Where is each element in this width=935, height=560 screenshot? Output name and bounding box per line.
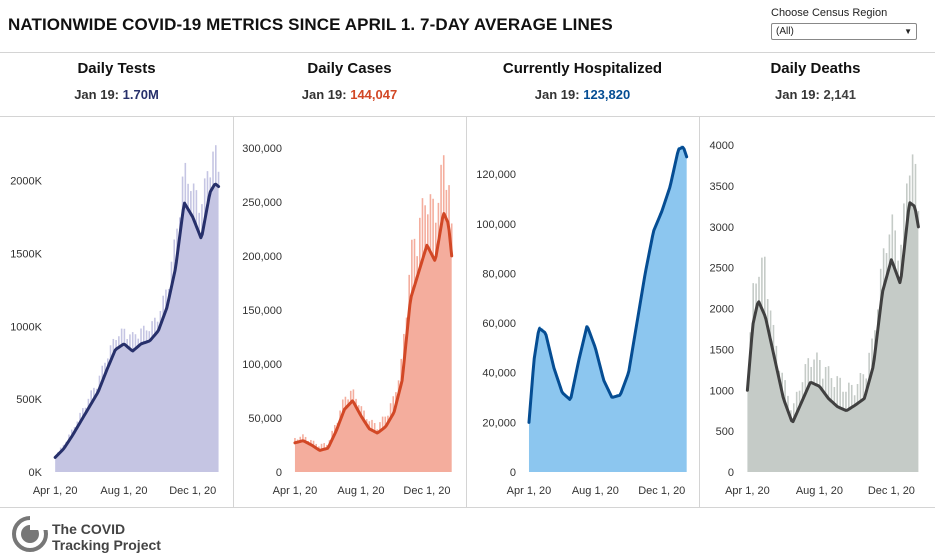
y-tick-label: 100,000 [476, 219, 516, 231]
y-tick-label: 1500 [710, 344, 734, 356]
y-tick-label: 0 [276, 467, 282, 479]
metric-title: Daily Deaths [770, 60, 861, 77]
y-tick-label: 100,000 [242, 359, 282, 371]
x-tick-label: Apr 1, 20 [33, 485, 78, 497]
y-tick-label: 80,000 [482, 268, 516, 280]
divider [0, 52, 935, 53]
y-tick-label: 3000 [710, 222, 734, 234]
panel-header-cases: Daily Cases Jan 19: 144,047 [233, 58, 466, 102]
region-filter-label: Choose Census Region [771, 7, 888, 19]
y-tick-label: 0K [29, 467, 43, 479]
latest-value: 144,047 [350, 87, 398, 102]
latest-value: 123,820 [583, 87, 631, 102]
x-tick-label: Dec 1, 20 [868, 485, 915, 497]
y-tick-label: 20,000 [482, 417, 516, 429]
brand-line-1: The COVID [52, 521, 126, 537]
metric-title: Currently Hospitalized [502, 60, 663, 77]
x-tick-label: Aug 1, 20 [100, 485, 147, 497]
latest-date: Jan 19: [74, 87, 120, 102]
x-tick-label: Apr 1, 20 [507, 485, 552, 497]
panel-header-tests: Daily Tests Jan 19: 1.70M [0, 58, 233, 102]
x-tick-label: Aug 1, 20 [337, 485, 384, 497]
divider [0, 507, 935, 508]
panel-header-hospitalized: Currently Hospitalized Jan 19: 123,820 [466, 58, 699, 102]
y-tick-label: 1000 [710, 385, 734, 397]
x-tick-label: Dec 1, 20 [403, 485, 450, 497]
metric-title: Daily Tests [77, 60, 156, 77]
seven-day-average-line [293, 212, 454, 452]
daily-bars-area [747, 202, 919, 472]
x-tick-label: Dec 1, 20 [169, 485, 216, 497]
chevron-down-icon: ▼ [904, 27, 912, 36]
latest-date: Jan 19: [301, 87, 347, 102]
page-title: NATIONWIDE COVID-19 METRICS SINCE APRIL … [8, 15, 613, 34]
y-tick-label: 2000K [10, 176, 42, 188]
x-tick-label: Dec 1, 20 [638, 485, 685, 497]
x-tick-label: Apr 1, 20 [725, 485, 770, 497]
latest-reading: Jan 19: 1.70M [0, 87, 233, 102]
y-tick-label: 50,000 [248, 413, 282, 425]
y-tick-label: 0 [510, 467, 516, 479]
daily-tests-chart: 0K 500K 1000K 1500K 2000K Apr 1, 20 Aug 1, 20 D… [10, 145, 221, 497]
y-tick-label: 200,000 [242, 251, 282, 263]
seven-day-average-line [745, 201, 920, 424]
seven-day-average-line [53, 182, 221, 459]
latest-reading: Jan 19: 2,141 [699, 87, 932, 102]
seven-day-average-line [527, 145, 689, 424]
latest-reading: Jan 19: 144,047 [233, 87, 466, 102]
divider [699, 117, 700, 507]
latest-value: 2,141 [823, 87, 856, 102]
y-tick-label: 2000 [710, 304, 734, 316]
y-tick-label: 1500K [10, 249, 42, 261]
region-selected-value: (All) [776, 26, 794, 37]
y-tick-label: 0 [728, 467, 734, 479]
daily-bars-area [528, 147, 687, 473]
y-tick-label: 150,000 [242, 305, 282, 317]
daily-deaths-chart: 0 500 1000 1500 2000 2500 3000 3500 4000 Apr 1, 2… [710, 140, 920, 497]
latest-date: Jan 19: [775, 87, 820, 102]
y-tick-label: 250,000 [242, 197, 282, 209]
daily-cases-chart: 0 50,000 100,000 150,000 200,000 250,000 300,0… [242, 143, 454, 497]
y-tick-label: 500K [16, 394, 42, 406]
daily-bars-area [55, 184, 219, 472]
latest-date: Jan 19: [534, 87, 580, 102]
latest-reading: Jan 19: 123,820 [466, 87, 699, 102]
divider [466, 117, 467, 507]
y-tick-label: 500 [716, 426, 734, 438]
hospitalized-chart: 0 20,000 40,000 60,000 80,000 100,000 120,000 A… [476, 145, 689, 497]
y-tick-label: 60,000 [482, 318, 516, 330]
x-tick-label: Aug 1, 20 [572, 485, 619, 497]
daily-bars-area [294, 213, 452, 473]
x-tick-label: Aug 1, 20 [796, 485, 843, 497]
y-tick-label: 4000 [710, 140, 734, 152]
y-tick-label: 3500 [710, 181, 734, 193]
region-select[interactable]: (All) ▼ [771, 23, 917, 40]
x-tick-label: Apr 1, 20 [273, 485, 318, 497]
panel-header-deaths: Daily Deaths Jan 19: 2,141 [699, 58, 932, 102]
brand-name: The COVID Tracking Project [52, 521, 161, 553]
metric-title: Daily Cases [307, 60, 392, 77]
y-tick-label: 2500 [710, 263, 734, 275]
y-tick-label: 1000K [10, 321, 42, 333]
brand-line-2: Tracking Project [52, 537, 161, 553]
divider [233, 117, 234, 507]
y-tick-label: 120,000 [476, 169, 516, 181]
divider [0, 116, 935, 117]
latest-value: 1.70M [122, 87, 159, 102]
y-tick-label: 40,000 [482, 368, 516, 380]
y-tick-label: 300,000 [242, 143, 282, 155]
covid-tracking-logo-icon [12, 516, 48, 552]
